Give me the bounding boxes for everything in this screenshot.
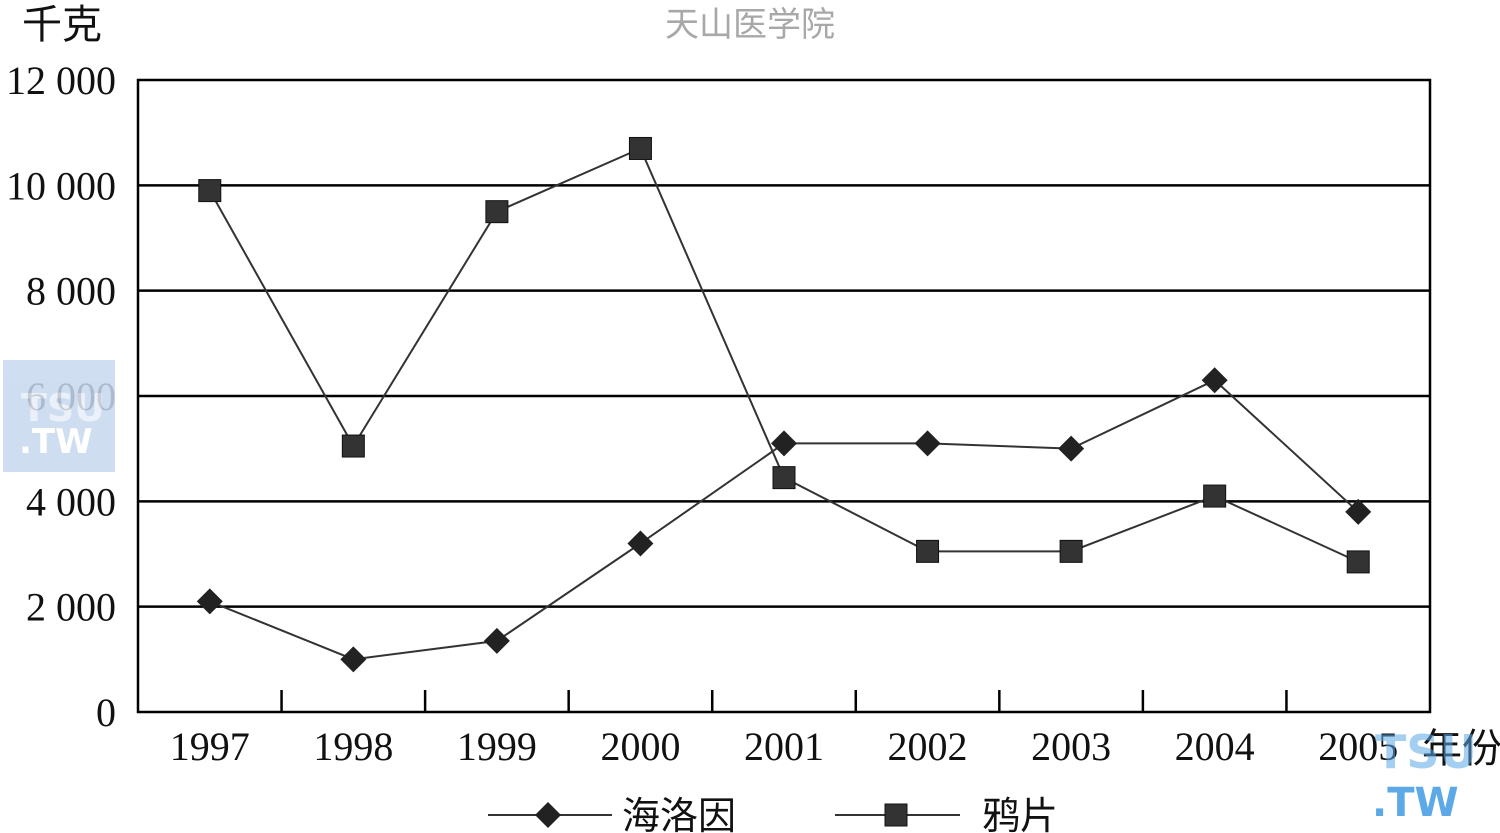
watermark-logo-brand-right: TSU	[1375, 725, 1477, 779]
series-line	[208, 147, 1359, 563]
legend-label: 鸦片	[982, 796, 1058, 833]
y-tick-label: 2 000	[26, 585, 116, 630]
plot-area	[136, 78, 1432, 714]
data-point	[1059, 539, 1083, 563]
y-tick-label: 0	[96, 690, 116, 735]
data-point	[771, 430, 797, 457]
legend-marker	[884, 803, 908, 827]
legend-item: 鸦片	[835, 796, 1058, 833]
data-point	[1058, 435, 1085, 462]
watermark-logo-brand: TSU	[21, 386, 106, 430]
y-tick-label: 8 000	[26, 269, 116, 314]
watermark-logo-domain: .TW	[19, 422, 93, 462]
watermark-logo-left: TSU .TW	[3, 360, 115, 472]
watermark-logo-domain-right: .TW	[1372, 780, 1459, 826]
data-point	[627, 530, 654, 557]
data-point	[1203, 484, 1227, 508]
y-tick-label: 4 000	[26, 479, 116, 524]
series-line	[209, 379, 1359, 661]
x-tick-label: 2005	[1318, 724, 1398, 769]
x-tick-label: 1998	[313, 724, 393, 769]
data-point	[485, 200, 509, 224]
legend-marker	[535, 802, 561, 828]
y-tick-label: 12 000	[6, 58, 116, 103]
data-point	[916, 539, 940, 563]
data-point	[340, 646, 367, 673]
x-tick-label: 2001	[744, 724, 824, 769]
x-tick-label: 2002	[888, 724, 968, 769]
x-axis-label: 年份	[1422, 726, 1500, 771]
x-tick-labels: 1997 1998 1999 2000 2001 2002 2003 2004 2005	[170, 690, 1398, 769]
watermark-text: 天山医学院	[665, 5, 835, 45]
legend-item: 海洛因	[488, 796, 736, 833]
series-diamond	[196, 367, 1372, 673]
x-tick-label: 1999	[457, 724, 537, 769]
data-point	[914, 430, 941, 457]
legend-label: 海洛因	[622, 796, 736, 833]
y-tick-label: 10 000	[6, 163, 116, 208]
data-point	[772, 466, 796, 490]
data-point	[483, 627, 510, 654]
legend: 海洛因 鸦片	[488, 796, 1058, 833]
gridlines	[138, 184, 1430, 608]
x-tick-label: 2004	[1175, 724, 1255, 769]
data-point	[1201, 367, 1228, 394]
series-lines	[196, 136, 1372, 673]
x-tick-label: 2003	[1031, 724, 1111, 769]
x-tick-label: 2000	[600, 724, 680, 769]
data-point	[198, 179, 222, 203]
y-axis-label: 千克	[22, 2, 102, 47]
x-tick-label: 1997	[170, 724, 250, 769]
data-point	[341, 434, 365, 458]
data-point	[196, 588, 223, 615]
data-point	[628, 136, 652, 160]
data-point	[1346, 550, 1370, 574]
data-point	[1345, 498, 1372, 525]
series-square	[198, 136, 1370, 574]
